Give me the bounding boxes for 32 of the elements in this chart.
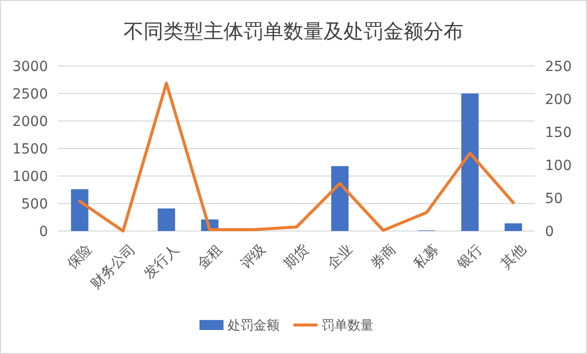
x-tick-label: 评级 [238, 241, 269, 273]
y2-tick-label: 50 [545, 190, 563, 207]
x-tick-label: 期货 [281, 241, 312, 273]
x-tick-label: 企业 [324, 241, 356, 273]
y2-tick-label: 250 [545, 58, 572, 75]
x-tick-label: 发行人 [141, 241, 182, 282]
y-tick-label: 1500 [12, 141, 48, 158]
legend-label: 处罚金额 [228, 318, 280, 334]
x-tick-label: 银行 [454, 241, 486, 274]
x-tick-label: 私募 [411, 241, 442, 273]
bar [331, 166, 349, 231]
x-tick-label: 金租 [194, 241, 226, 273]
y-tick-label: 3000 [12, 58, 48, 75]
y2-tick-label: 150 [545, 124, 572, 141]
bar [461, 94, 479, 231]
y-tick-label: 0 [39, 224, 48, 240]
y-tick-label: 1000 [12, 168, 48, 185]
y2-tick-label: 200 [545, 92, 572, 108]
line-series [78, 82, 515, 232]
x-tick-label: 其他 [498, 241, 530, 273]
y2-tick-label: 0 [545, 224, 554, 240]
y-tick-label: 500 [21, 196, 48, 212]
x-tick-label: 保险 [64, 241, 96, 273]
y-tick-label: 2000 [12, 114, 48, 130]
bar [71, 189, 88, 231]
bar [504, 223, 522, 231]
chart-title: 不同类型主体罚单数量及处罚金额分布 [124, 19, 464, 43]
y2-tick-label: 100 [545, 158, 572, 174]
y-tick-label: 2500 [12, 86, 48, 102]
x-tick-label: 券商 [368, 241, 399, 273]
bar [158, 208, 176, 231]
legend-label: 罚单数量 [322, 318, 374, 334]
